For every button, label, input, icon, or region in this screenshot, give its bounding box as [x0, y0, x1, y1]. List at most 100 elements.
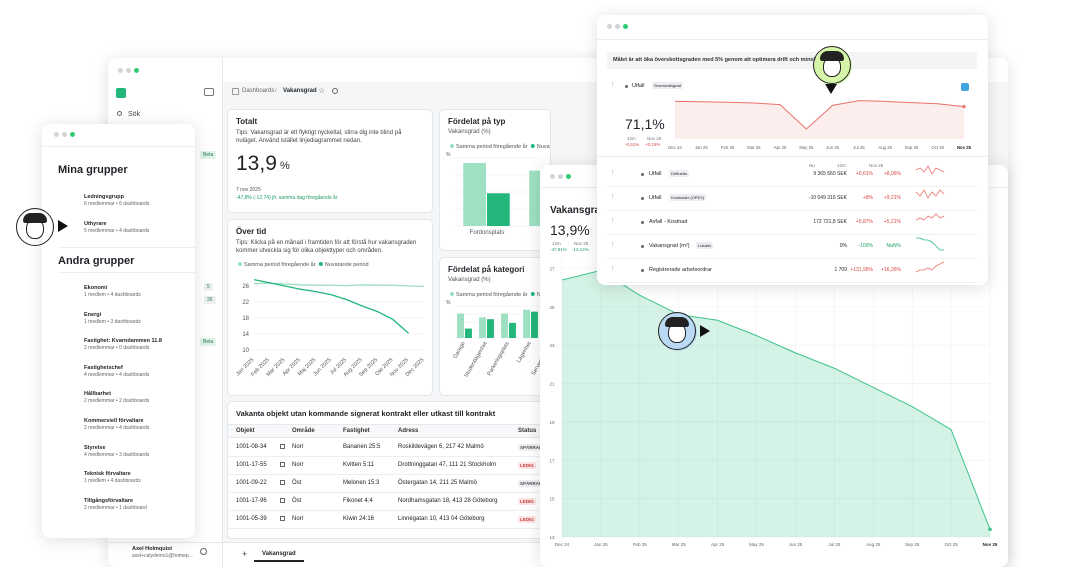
search-icon: [117, 111, 122, 116]
status-badge: LEDIG: [518, 498, 536, 505]
breadcrumb-sep: /: [275, 88, 277, 94]
period-label: Nov 25: [647, 136, 662, 141]
y-tick-label: 22: [242, 300, 249, 306]
row-value: 172 721,8 SEK: [813, 219, 847, 225]
kpi-value: 71,1%: [625, 116, 665, 132]
table-cell: Roskildevägen 6, 217 42 Malmö: [398, 444, 484, 450]
row-tag: Lokaler: [696, 242, 714, 249]
kpi-change: -47,8% (-12,74) jfr. samma dag föregåend…: [236, 195, 338, 201]
group-name[interactable]: Teknisk förvaltare: [84, 471, 131, 478]
group-meta: 6 medlemmar • 6 dashboards: [84, 201, 150, 207]
period-label: 12m: [552, 241, 561, 246]
window-dot: [558, 174, 563, 179]
expand-arrow[interactable]: ↑: [611, 81, 615, 88]
external-link-icon: [280, 480, 285, 485]
dot: [641, 197, 644, 200]
x-tick-label: Jun 25: [826, 145, 840, 150]
expand-arrow[interactable]: ↑: [611, 217, 615, 224]
chart: [915, 189, 945, 199]
add-tab[interactable]: +: [242, 549, 248, 559]
group-name[interactable]: Ledningsgrupp: [84, 194, 125, 200]
card-title: Vakanta objekt utan kommande signerat ko…: [236, 409, 496, 418]
expand-arrow[interactable]: ↑: [611, 241, 615, 248]
table-header: Område: [292, 428, 315, 434]
group-name[interactable]: Styrelse: [84, 444, 106, 451]
group-name[interactable]: Hållbarhet: [84, 391, 111, 398]
expand-arrow[interactable]: ↑: [611, 169, 615, 176]
row-divider: [607, 234, 978, 235]
period-change: -47,91%: [550, 247, 567, 252]
period-label: Nov 25: [574, 241, 589, 246]
y-tick-label: 19: [549, 420, 555, 425]
help-icon[interactable]: [200, 548, 207, 555]
card-title: Totalt: [236, 117, 258, 126]
bar: [457, 313, 464, 338]
expand-arrow[interactable]: ↑: [611, 265, 615, 272]
info-icon[interactable]: [332, 88, 338, 94]
expand-arrow[interactable]: ↑: [611, 193, 615, 200]
goal-bar: [607, 52, 977, 69]
search[interactable]: Sök: [128, 111, 141, 118]
group-name[interactable]: Fastighetschef: [84, 364, 123, 371]
window-dot: [126, 68, 131, 73]
pointer-arrow: [700, 325, 716, 337]
y-tick-label: 25: [549, 305, 555, 310]
breadcrumb[interactable]: Dashboards: [242, 88, 275, 94]
row-value: 1 709: [834, 267, 847, 273]
legend-label: Nuvarande period: [537, 144, 550, 150]
y-tick-label: 26: [242, 284, 249, 290]
sidebar-toggle[interactable]: [204, 88, 214, 96]
table-header-bg: [228, 424, 558, 438]
chart: [915, 213, 945, 221]
legend-swatch: [450, 144, 454, 148]
group-name[interactable]: Fastighet: Kvarndammen 11.8: [84, 338, 162, 345]
group-letter: S: [70, 447, 75, 454]
row-change: -100%: [858, 243, 873, 249]
bar: [501, 313, 508, 338]
group-letter: K: [70, 421, 75, 427]
table-cell: Fikonet 4:4: [343, 498, 373, 504]
object-link[interactable]: 1001-09-22: [236, 480, 267, 486]
table-cell: Linnégatan 10, 413 04 Göteborg: [398, 516, 485, 522]
avatar-hair: [665, 317, 689, 327]
period-change: +0,19%: [645, 142, 661, 147]
settings-badge[interactable]: [961, 83, 969, 91]
avatar: [16, 208, 54, 246]
row-divider: [607, 282, 978, 283]
row-tag: Driftnetto: [669, 170, 690, 177]
x-tick-label: Fordonsplats: [470, 230, 505, 236]
y-tick-label: 21: [549, 382, 555, 387]
tab[interactable]: [254, 546, 304, 562]
x-tick-label: Sep 25: [905, 542, 920, 547]
group-name[interactable]: Ekonomi: [84, 285, 108, 291]
chart: Dec 24 Jan 25 Feb 25 Mar 25 Apr 25 May 25 Jun …: [668, 100, 972, 150]
object-link[interactable]: 1001-17-96: [236, 498, 267, 504]
window-dot: [615, 24, 620, 29]
group-letter: L: [70, 197, 75, 203]
period-change: -13,14%: [572, 247, 589, 252]
point: [988, 527, 992, 532]
area: [675, 100, 964, 139]
group-meta: 2 medlemmar • 0 dashboards: [84, 345, 150, 352]
group-name[interactable]: Energi: [84, 311, 102, 318]
group-name[interactable]: Uthyrare: [84, 221, 107, 227]
section-title: Mina grupper: [58, 164, 128, 176]
sparkline: [915, 213, 945, 221]
card: Fördelat på typ Vakansgrad (%) Samma perio…: [440, 110, 550, 250]
group-name[interactable]: Kommersiell förvaltare: [84, 418, 144, 424]
object-link[interactable]: 1001-08-34: [236, 444, 267, 450]
card-title: Fördelat på kategori: [448, 265, 525, 274]
y-tick-label: 10: [242, 348, 249, 354]
groups-panel: Mina grupper L Ledningsgrupp 6 medlemmar • …: [42, 124, 195, 538]
row-label: Utfall: [649, 171, 662, 177]
group-name[interactable]: Tillgångsförvaltare: [84, 497, 134, 504]
star-icon[interactable]: ☆: [318, 86, 326, 95]
x-tick-label: Lägenhet: [516, 341, 533, 364]
divider: [58, 247, 195, 248]
object-link[interactable]: 1001-05-39: [236, 516, 267, 522]
table-header: Status: [518, 428, 537, 434]
object-link[interactable]: 1001-17-55: [236, 462, 267, 468]
user-email: axel+calydemo1@homep...: [132, 553, 193, 559]
legend-swatch: [530, 144, 535, 148]
period-label: 12m: [627, 136, 636, 141]
